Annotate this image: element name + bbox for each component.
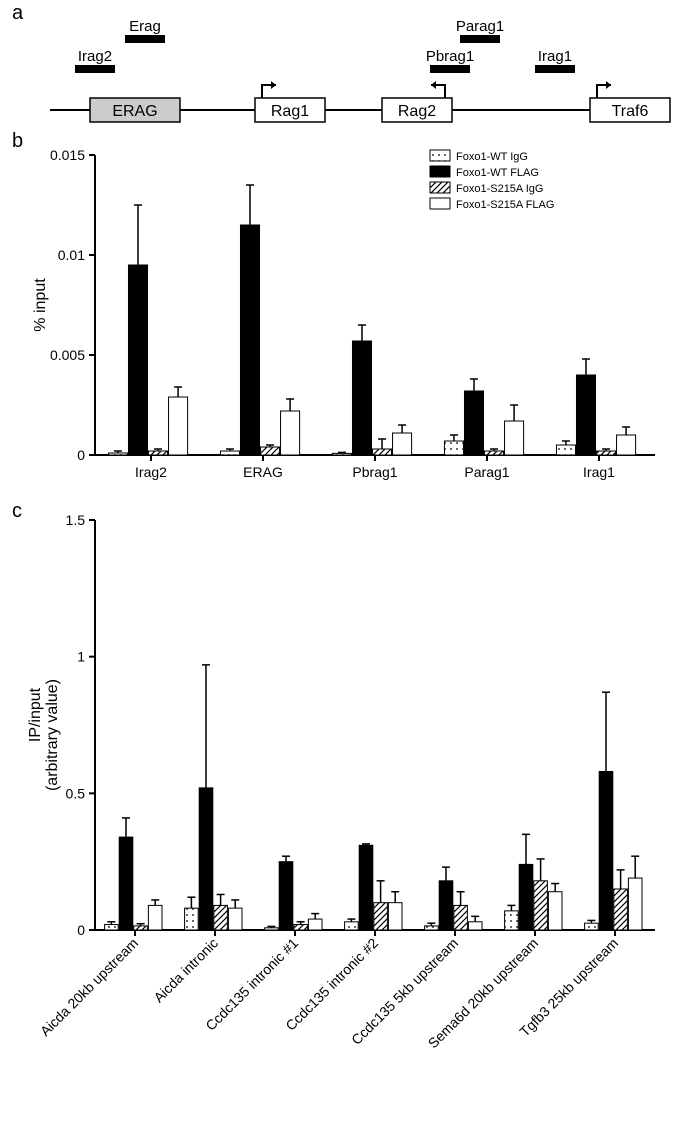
amplicon-label: Irag1	[538, 48, 572, 65]
bar	[388, 903, 402, 930]
ytick-label: 0	[77, 447, 85, 463]
bar	[628, 878, 642, 930]
bar	[169, 397, 188, 455]
bar	[220, 451, 239, 455]
amplicon-label: Erag	[129, 18, 161, 35]
bar	[185, 908, 199, 930]
bar	[119, 837, 133, 930]
ytick-label: 0.5	[66, 785, 86, 801]
bar	[505, 911, 519, 930]
bar	[105, 925, 119, 930]
amplicon-bar	[125, 35, 165, 43]
bar	[281, 411, 300, 455]
xtick-label: Aicda intronic	[150, 935, 221, 1006]
bar	[444, 441, 463, 455]
legend-swatch	[430, 182, 450, 193]
bar	[374, 903, 388, 930]
amplicon-label: Irag2	[78, 48, 112, 65]
legend-label: Foxo1-WT IgG	[456, 151, 528, 163]
ytick-label: 0.01	[58, 247, 85, 263]
bar	[308, 919, 322, 930]
bar	[585, 923, 599, 930]
bar	[597, 451, 616, 455]
xtick-label: ERAG	[243, 464, 283, 480]
bar	[617, 435, 636, 455]
bar	[468, 922, 482, 930]
bar	[454, 905, 468, 930]
bar	[359, 845, 373, 930]
bar	[134, 926, 148, 930]
xtick-label: Irag2	[135, 464, 167, 480]
amplicon-label: Pbrag1	[426, 48, 474, 65]
amplicon-bar	[535, 65, 575, 73]
legend-swatch	[430, 150, 450, 161]
legend-swatch	[430, 166, 450, 177]
bar	[345, 922, 359, 930]
ytick-label: 0.015	[50, 147, 85, 163]
bar	[576, 375, 595, 455]
xtick-label: Parag1	[464, 464, 509, 480]
y-axis-label2: (arbitrary value)	[44, 679, 61, 791]
bar	[128, 265, 147, 455]
bar	[464, 391, 483, 455]
legend-label: Foxo1-S215A IgG	[456, 183, 543, 195]
legend-swatch	[430, 198, 450, 209]
gene-diagram: ERAG Rag1 Rag2 Traf6 Irag2 Erag Pbrag1 Parag1 Ir…	[30, 10, 690, 130]
bar	[556, 445, 575, 455]
y-axis-label: % input	[32, 278, 49, 332]
xtick-label: Aicda 20kb upstream	[37, 935, 141, 1039]
bar	[599, 771, 613, 930]
bar	[149, 451, 168, 455]
bar	[265, 928, 279, 930]
bar	[279, 862, 293, 930]
legend-label: Foxo1-S215A FLAG	[456, 199, 554, 211]
ytick-label: 1	[77, 649, 85, 665]
bar	[425, 926, 439, 930]
bar	[439, 881, 453, 930]
gene-label: ERAG	[112, 103, 157, 120]
bar	[148, 905, 162, 930]
gene-label: Rag1	[271, 103, 309, 120]
xtick-label: Pbrag1	[352, 464, 397, 480]
amplicon-bar	[460, 35, 500, 43]
bar	[294, 925, 308, 930]
bar	[548, 892, 562, 930]
ytick-label: 0	[77, 922, 85, 938]
bar	[228, 908, 242, 930]
bar	[505, 421, 524, 455]
bar	[352, 341, 371, 455]
gene-label: Rag2	[398, 103, 436, 120]
chart-b: 0 0.005 0.01 0.015 % input Irag2 ERAG Pbrag1 Par…	[10, 140, 690, 500]
bar	[199, 788, 213, 930]
bar	[519, 864, 533, 930]
y-axis-label: IP/input	[27, 687, 44, 742]
bar	[108, 453, 127, 455]
ytick-label: 0.005	[50, 347, 85, 363]
bar	[393, 433, 412, 455]
bar	[373, 449, 392, 455]
panel-a-label: a	[12, 2, 23, 25]
bar	[614, 889, 628, 930]
bar	[214, 905, 228, 930]
amplicon-bar	[75, 65, 115, 73]
bar	[261, 447, 280, 455]
bar	[240, 225, 259, 455]
legend-label: Foxo1-WT FLAG	[456, 167, 539, 179]
bar	[534, 881, 548, 930]
amplicon-bar	[430, 65, 470, 73]
figure: a b c ERAGRag1Rag2Traf6Irag2EragPbrag1Pa…	[0, 0, 700, 1131]
amplicon-label: Parag1	[456, 18, 504, 35]
bar	[332, 453, 351, 455]
chart-c: 0 0.5 1 1.5 IP/input(arbitrary value) Aicda 2…	[10, 510, 690, 1130]
gene-label: Traf6	[612, 103, 649, 120]
bar	[485, 451, 504, 455]
xtick-label: Irag1	[583, 464, 615, 480]
ytick-label: 1.5	[66, 512, 86, 528]
